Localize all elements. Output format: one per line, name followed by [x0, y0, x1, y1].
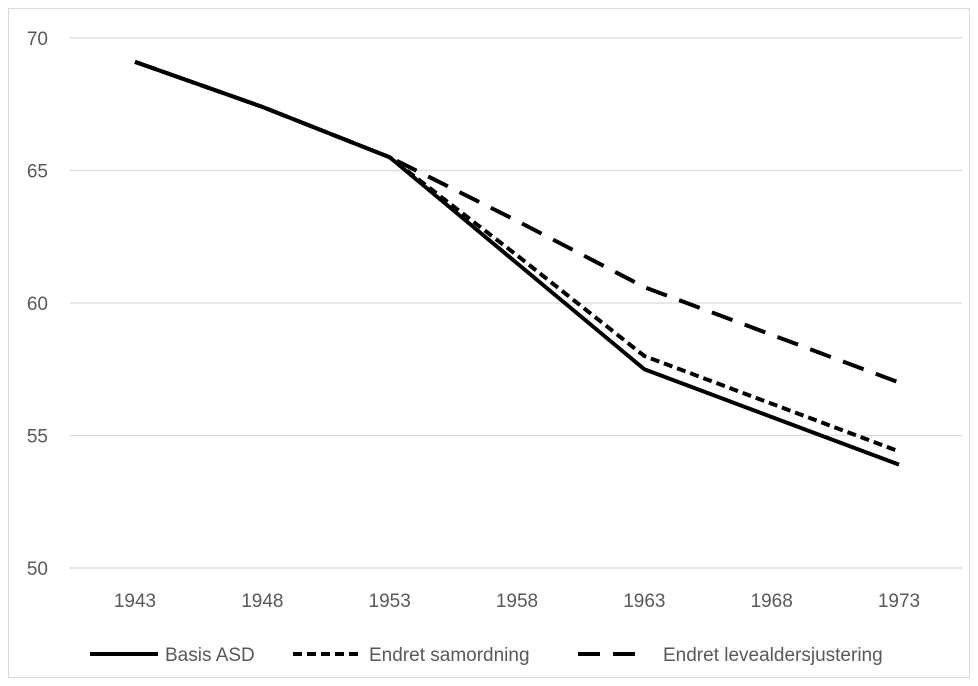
x-axis-tick-labels: 1943 1948 1953 1958 1963 1968 1973	[114, 591, 920, 612]
legend-label: Endret levealdersjustering	[663, 645, 883, 666]
y-tick-label: 70	[27, 29, 48, 50]
legend-label: Basis ASD	[165, 645, 255, 666]
legend-item: Endret samordning	[293, 645, 530, 666]
legend-label: Endret samordning	[369, 645, 530, 666]
y-tick-label: 55	[27, 427, 48, 448]
x-tick-label: 1958	[496, 591, 538, 612]
x-tick-label: 1948	[241, 591, 283, 612]
x-tick-label: 1953	[369, 591, 411, 612]
series-line-basis-asd	[134, 59, 900, 467]
y-tick-label: 60	[27, 294, 48, 315]
series-line-endret-samordning	[134, 59, 900, 454]
x-tick-label: 1968	[751, 591, 793, 612]
legend: Basis ASD Endret samordning Endret leveald…	[90, 645, 883, 666]
x-tick-label: 1943	[114, 591, 156, 612]
y-tick-label: 65	[27, 162, 48, 183]
series-line-endret-levealdersjustering	[134, 59, 900, 385]
legend-item: Endret levealdersjustering	[578, 645, 883, 666]
x-tick-label: 1973	[878, 591, 920, 612]
y-axis-tick-labels: 50 55 60 65 70	[27, 29, 48, 580]
gridlines	[70, 37, 962, 569]
series-lines	[134, 59, 900, 467]
legend-item: Basis ASD	[90, 645, 255, 666]
y-tick-label: 50	[27, 559, 48, 580]
x-tick-label: 1963	[623, 591, 665, 612]
chart-frame	[8, 8, 970, 678]
